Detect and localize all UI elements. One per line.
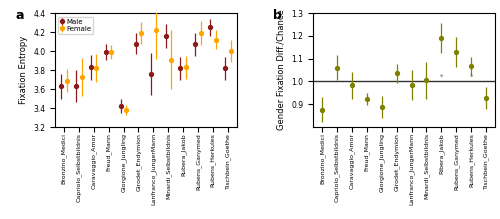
Text: *: * — [470, 74, 473, 80]
Y-axis label: Fixation Entropy: Fixation Entropy — [18, 36, 28, 104]
Text: *: * — [440, 74, 443, 80]
Legend: Male, Female: Male, Female — [58, 17, 94, 34]
Y-axis label: Gender Fixation Diff./Chance: Gender Fixation Diff./Chance — [277, 10, 286, 131]
Text: b: b — [273, 9, 282, 22]
Text: a: a — [15, 9, 24, 22]
